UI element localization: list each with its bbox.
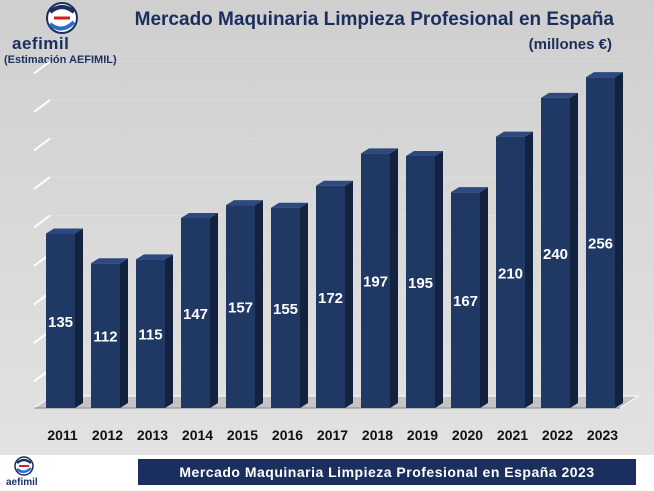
footer-logo-icon xyxy=(14,456,34,476)
data-label: 167 xyxy=(453,293,478,310)
bar-top xyxy=(271,202,308,208)
x-tick-label: 2018 xyxy=(362,427,393,443)
footer-banner: Mercado Maquinaria Limpieza Profesional … xyxy=(138,459,636,485)
bar xyxy=(496,136,525,408)
x-tick-label: 2017 xyxy=(317,427,348,443)
chart-title: Mercado Maquinaria Limpieza Profesional … xyxy=(134,9,614,30)
bar-top xyxy=(316,180,353,186)
bar xyxy=(181,218,210,408)
bar xyxy=(91,263,120,408)
data-label: 135 xyxy=(48,314,73,331)
data-label: 197 xyxy=(363,274,388,291)
bar xyxy=(226,205,255,408)
bar-top xyxy=(181,213,218,219)
footer-logo: aefimil xyxy=(4,455,44,491)
bar-side xyxy=(165,254,173,408)
bar-side xyxy=(75,228,83,408)
data-label: 112 xyxy=(93,329,117,346)
bar-top xyxy=(451,187,488,193)
bar-side xyxy=(390,148,398,408)
aefimil-logo: aefimil (Estimación AEFIMIL) xyxy=(4,0,134,70)
brand-name: aefimil xyxy=(12,34,70,53)
bar-side xyxy=(255,200,263,408)
bar-side xyxy=(570,92,578,408)
bar-side xyxy=(525,131,533,408)
bar xyxy=(271,207,300,408)
bar-top xyxy=(586,72,623,78)
bar-side xyxy=(120,258,128,408)
bar-top xyxy=(541,92,578,98)
data-label: 210 xyxy=(498,265,523,282)
bar-side xyxy=(300,202,308,408)
bar-top xyxy=(136,254,173,260)
footer: aefimil Mercado Maquinaria Limpieza Prof… xyxy=(0,455,654,491)
grid-line xyxy=(33,99,51,113)
x-tick-label: 2014 xyxy=(182,427,213,443)
chart-subtitle: (millones €) xyxy=(528,36,612,53)
bar-chart: 135 2011 112 2012 115 2013 147 2014 157 2015 155 20… xyxy=(33,60,638,443)
x-tick-label: 2016 xyxy=(272,427,303,443)
x-tick-label: 2023 xyxy=(587,427,618,443)
bar-top xyxy=(406,151,443,156)
bar-side xyxy=(480,187,488,408)
bar xyxy=(361,153,390,408)
data-label: 115 xyxy=(138,327,162,344)
aefimil-logo-icon xyxy=(46,2,78,34)
data-label: 172 xyxy=(318,290,343,307)
bar xyxy=(136,259,165,408)
x-tick-label: 2012 xyxy=(92,427,123,443)
grid-line xyxy=(33,137,51,152)
x-tick-label: 2020 xyxy=(452,427,483,443)
x-tick-label: 2019 xyxy=(407,427,438,443)
bar xyxy=(451,192,480,408)
bar-top xyxy=(226,200,263,206)
data-label: 195 xyxy=(408,275,433,292)
bar-side xyxy=(345,180,353,408)
bar xyxy=(586,77,615,409)
bar-side xyxy=(615,72,623,409)
bar-top xyxy=(91,258,128,264)
data-label: 157 xyxy=(228,300,253,317)
bar xyxy=(316,185,345,408)
bar xyxy=(541,97,570,408)
data-label: 147 xyxy=(183,306,208,323)
bar xyxy=(46,233,75,408)
footer-brand: aefimil xyxy=(6,477,38,488)
bar xyxy=(406,156,435,408)
estimation-note: (Estimación AEFIMIL) xyxy=(4,54,117,66)
x-tick-label: 2013 xyxy=(137,427,168,443)
bar-top xyxy=(361,148,398,154)
grid-line xyxy=(33,214,51,229)
data-label: 155 xyxy=(273,301,298,318)
data-label: 240 xyxy=(543,246,568,263)
x-tick-label: 2011 xyxy=(47,427,78,443)
data-label: 256 xyxy=(588,236,613,253)
bar-top xyxy=(46,228,83,234)
bar-side xyxy=(435,151,443,408)
grid-line xyxy=(33,60,51,75)
x-tick-label: 2021 xyxy=(497,427,528,443)
x-tick-label: 2022 xyxy=(542,427,573,443)
grid-line xyxy=(33,176,51,190)
bar-top xyxy=(496,131,533,137)
bar-side xyxy=(210,213,218,408)
x-tick-label: 2015 xyxy=(227,427,258,443)
